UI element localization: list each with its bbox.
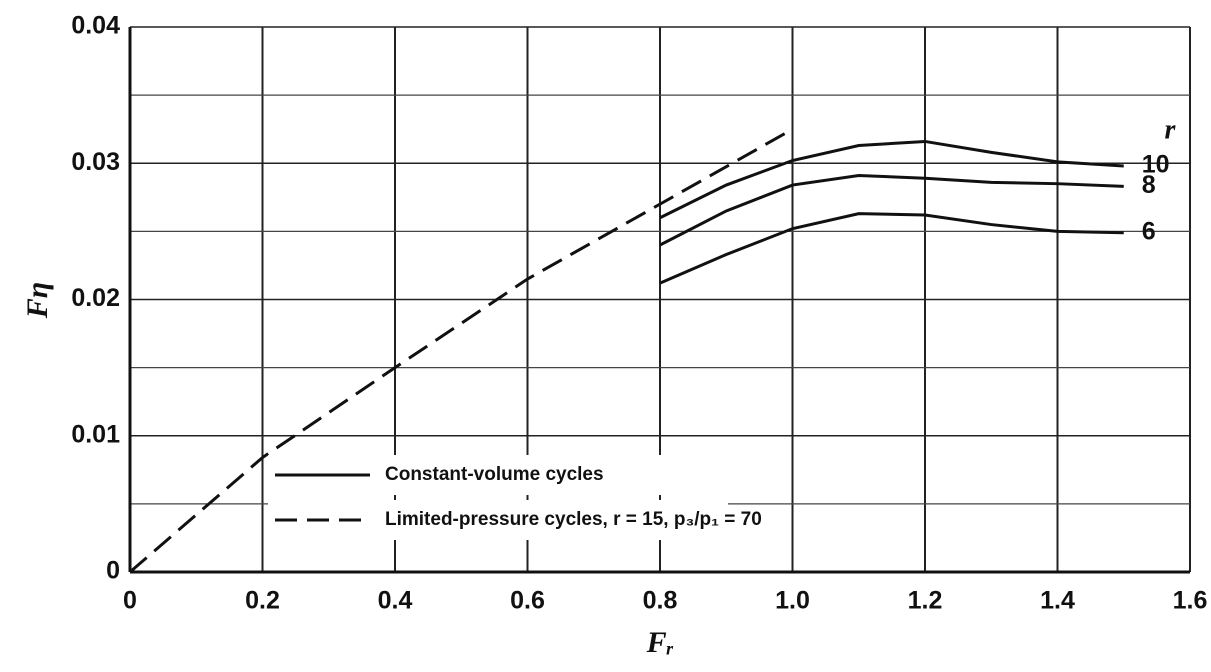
series-line bbox=[659, 212, 1124, 285]
y-tick-label: 0.01 bbox=[71, 420, 120, 448]
x-tick-label: 1.0 bbox=[775, 587, 810, 615]
x-tick-label: 0.8 bbox=[643, 587, 678, 615]
y-tick-label: 0 bbox=[106, 557, 120, 585]
x-tick-label: 0.2 bbox=[245, 587, 280, 615]
x-tick-label: 1.6 bbox=[1173, 587, 1208, 615]
x-tick-label: 0 bbox=[123, 587, 137, 615]
series-label: 8 bbox=[1142, 171, 1156, 199]
series-label-title: r bbox=[1165, 114, 1177, 145]
series-line bbox=[659, 174, 1124, 247]
series-line bbox=[659, 139, 1124, 220]
legend-label: Limited-pressure cycles, r = 15, p₃/p₁ =… bbox=[385, 509, 762, 530]
x-tick-label: 0.4 bbox=[378, 587, 413, 615]
x-tick-label: 0.6 bbox=[510, 587, 545, 615]
x-axis-label: Fᵣ bbox=[646, 626, 674, 659]
series-label: 6 bbox=[1142, 217, 1156, 245]
y-axis-label: Fη bbox=[21, 282, 54, 319]
x-tick-label: 1.2 bbox=[908, 587, 943, 615]
x-tick-label: 1.4 bbox=[1040, 587, 1075, 615]
y-tick-label: 0.02 bbox=[71, 284, 120, 312]
series-label: 10 bbox=[1142, 151, 1170, 179]
y-tick-label: 0.04 bbox=[71, 12, 120, 40]
y-tick-label: 0.03 bbox=[71, 148, 120, 176]
legend-label: Constant-volume cycles bbox=[385, 464, 604, 485]
series-line bbox=[129, 127, 794, 574]
